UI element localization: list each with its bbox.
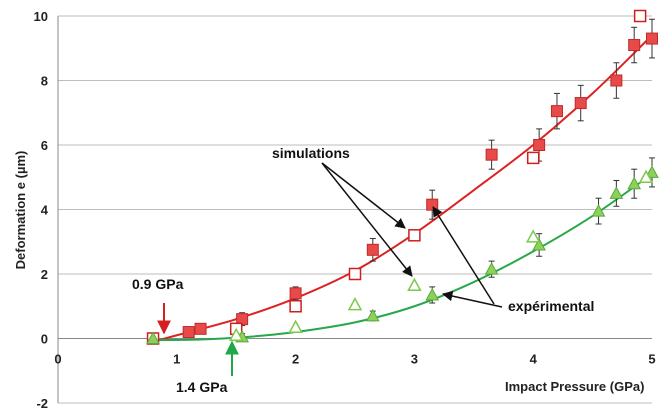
y-tick-label: 4 bbox=[41, 203, 49, 218]
y-tick-label: -2 bbox=[36, 396, 48, 409]
open-square-point bbox=[408, 229, 421, 242]
y-tick-label: 2 bbox=[41, 267, 48, 282]
filled-square-point bbox=[182, 326, 195, 339]
simulations-label: simulations bbox=[272, 145, 350, 161]
filled-square-point bbox=[289, 287, 302, 300]
open-triangle-point bbox=[288, 319, 303, 333]
filled-square-point bbox=[550, 105, 563, 118]
fit-curve bbox=[152, 34, 653, 343]
annotation-arrows bbox=[157, 162, 503, 376]
filled-square-point bbox=[533, 139, 546, 151]
filled-square-point bbox=[194, 322, 207, 335]
open-square-point bbox=[633, 9, 647, 23]
open-triangle-point bbox=[638, 169, 654, 183]
x-tick-label: 4 bbox=[530, 352, 538, 367]
x-tick-label: 1 bbox=[173, 352, 180, 367]
red-threshold-label: 0.9 GPa bbox=[132, 276, 184, 292]
open-triangle-point bbox=[228, 327, 244, 342]
tick-labels: 0 1 2 3 4 5 -2 0 2 4 6 8 10 bbox=[34, 9, 656, 409]
open-square-point bbox=[348, 267, 362, 281]
error-bars bbox=[150, 18, 655, 343]
y-tick-label: 0 bbox=[41, 332, 48, 347]
y-tick-label: 8 bbox=[41, 74, 48, 89]
filled-triangle-point bbox=[591, 204, 606, 217]
x-tick-label: 3 bbox=[411, 352, 418, 367]
x-axis-title: Impact Pressure (GPa) bbox=[505, 379, 644, 394]
filled-triangle-point bbox=[532, 237, 546, 251]
open-triangle-point bbox=[347, 297, 363, 311]
experimental-arrow-lower bbox=[441, 290, 503, 308]
filled-square-point bbox=[610, 74, 623, 87]
y-tick-label: 10 bbox=[34, 9, 48, 24]
filled-triangle-point bbox=[146, 331, 160, 344]
filled-square-point bbox=[574, 97, 587, 110]
filled-square-point bbox=[426, 198, 439, 211]
filled-triangle-point bbox=[627, 176, 642, 190]
green-threshold-label: 1.4 GPa bbox=[176, 379, 228, 395]
y-tick-label: 6 bbox=[41, 138, 48, 153]
x-tick-label: 5 bbox=[648, 352, 655, 367]
filled-triangle-point bbox=[425, 287, 440, 301]
filled-triangle-point bbox=[645, 165, 659, 178]
filled-square-point bbox=[628, 39, 641, 52]
x-tick-label: 2 bbox=[292, 352, 299, 367]
filled-square-point bbox=[366, 243, 379, 256]
filled-triangle-point bbox=[365, 308, 380, 322]
open-triangle-point bbox=[407, 277, 422, 292]
experimental-label: expérimental bbox=[508, 298, 594, 314]
simulations-arrow-upper bbox=[321, 162, 406, 229]
data-markers bbox=[146, 9, 659, 345]
fit-curves bbox=[152, 34, 653, 343]
x-tick-label: 0 bbox=[54, 352, 61, 367]
filled-square-point bbox=[646, 32, 658, 45]
open-square-point bbox=[526, 151, 540, 165]
gridlines bbox=[58, 15, 652, 404]
fit-curve bbox=[153, 173, 653, 342]
simulations-arrow-lower bbox=[321, 162, 413, 277]
filled-triangle-point bbox=[484, 262, 499, 275]
filled-square-point bbox=[485, 148, 498, 161]
experimental-arrow-upper bbox=[432, 206, 495, 305]
open-triangle-point bbox=[525, 229, 541, 243]
filled-triangle-point bbox=[609, 186, 624, 199]
y-axis-title: Deformation e (µm) bbox=[13, 151, 28, 270]
open-square-point bbox=[289, 300, 302, 313]
